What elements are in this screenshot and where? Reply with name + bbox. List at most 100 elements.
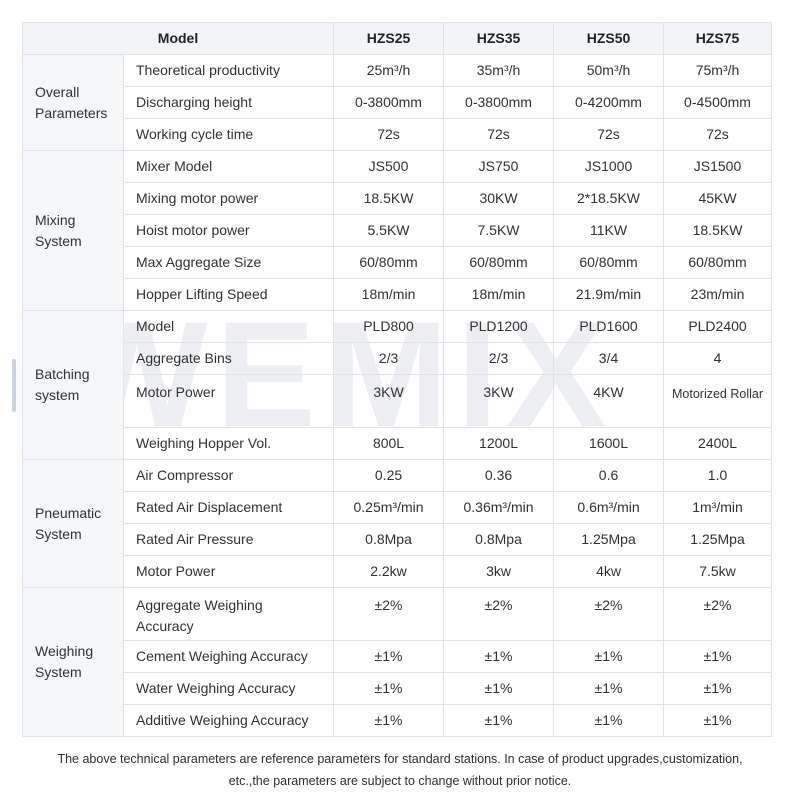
param-label: Theoretical productivity: [122, 54, 335, 87]
table-row: Discharging height 0-3800mm 0-3800mm 0-4…: [23, 86, 773, 119]
value-cell: PLD2400: [663, 310, 773, 343]
value-cell: ±1%: [553, 704, 665, 737]
table-row: Aggregate Bins 2/3 2/3 3/4 4: [23, 342, 773, 375]
value-cell: 2*18.5KW: [553, 182, 665, 215]
table-row: Rated Air Displacement 0.25m³/min 0.36m³…: [23, 491, 773, 524]
value-cell: 2/3: [443, 342, 555, 375]
value-cell: 5.5KW: [333, 214, 445, 247]
value-cell: JS1000: [553, 150, 665, 183]
value-cell: 60/80mm: [663, 246, 773, 279]
section-category-mixing-system: Mixing System: [22, 150, 124, 311]
table-row: Working cycle time 72s 72s 72s 72s: [23, 118, 773, 151]
table-row: Weighing System Aggregate Weighing Accur…: [22, 587, 773, 737]
section-category-overall-parameters: Overall Parameters: [22, 54, 124, 151]
table-row: Mixing System Mixer Model JS500 JS750 JS…: [22, 150, 773, 311]
value-cell: PLD1600: [553, 310, 665, 343]
table-row: Motor Power 2.2kw 3kw 4kw 7.5kw: [23, 555, 773, 588]
column-header-hzs75: HZS75: [663, 22, 773, 55]
value-cell: ±1%: [443, 704, 555, 737]
value-cell: 1.0: [663, 459, 773, 492]
value-cell: 72s: [333, 118, 445, 151]
table-row: Hopper Lifting Speed 18m/min 18m/min 21.…: [23, 278, 773, 311]
disclaimer-note: The above technical parameters are refer…: [0, 748, 800, 792]
table-row: Batching system Model PLD800 PLD1200 PLD…: [22, 310, 773, 460]
value-cell: 11KW: [553, 214, 665, 247]
param-label: Max Aggregate Size: [122, 246, 335, 279]
table-row: Overall Parameters Theoretical productiv…: [22, 54, 773, 151]
section-category-pneumatic-system: Pneumatic System: [22, 459, 124, 588]
table-row: Cement Weighing Accuracy ±1% ±1% ±1% ±1%: [23, 640, 773, 673]
table-header-row: Model HZS25 HZS35 HZS50 HZS75: [21, 22, 773, 55]
value-cell: 25m³/h: [333, 54, 445, 87]
param-label: Motor Power: [122, 555, 335, 588]
value-cell: 3/4: [553, 342, 665, 375]
table-row: Mixing motor power 18.5KW 30KW 2*18.5KW …: [23, 182, 773, 215]
value-cell: PLD800: [333, 310, 445, 343]
value-cell: 18m/min: [333, 278, 445, 311]
table-row: Max Aggregate Size 60/80mm 60/80mm 60/80…: [23, 246, 773, 279]
value-cell: 1200L: [443, 427, 555, 460]
value-cell: 60/80mm: [553, 246, 665, 279]
value-cell: 4: [663, 342, 773, 375]
column-header-hzs50: HZS50: [553, 22, 665, 55]
param-label: Additive Weighing Accuracy: [122, 704, 335, 737]
value-cell: 72s: [443, 118, 555, 151]
value-cell: 1.25Mpa: [663, 523, 773, 556]
value-cell: 800L: [333, 427, 445, 460]
value-cell: 23m/min: [663, 278, 773, 311]
value-cell: 21.9m/min: [553, 278, 665, 311]
value-cell: 35m³/h: [443, 54, 555, 87]
value-cell: ±1%: [663, 704, 773, 737]
table-row: Pneumatic System Air Compressor 0.25 0.3…: [22, 459, 773, 588]
value-cell: 60/80mm: [443, 246, 555, 279]
value-cell: 75m³/h: [663, 54, 773, 87]
value-cell: 0-4200mm: [553, 86, 665, 119]
value-cell: 3KW: [333, 374, 445, 428]
param-label: Weighing Hopper Vol.: [122, 427, 335, 460]
value-cell: ±1%: [333, 704, 445, 737]
value-cell: ±1%: [663, 672, 773, 705]
param-label: Rated Air Pressure: [122, 523, 335, 556]
value-cell: JS500: [333, 150, 445, 183]
value-cell: 1m³/min: [663, 491, 773, 524]
value-cell: ±2%: [553, 587, 665, 641]
table-row: Hoist motor power 5.5KW 7.5KW 11KW 18.5K…: [23, 214, 773, 247]
value-cell: 0-3800mm: [443, 86, 555, 119]
table-row: Water Weighing Accuracy ±1% ±1% ±1% ±1%: [23, 672, 773, 705]
value-cell: 72s: [553, 118, 665, 151]
value-cell: ±1%: [553, 640, 665, 673]
param-label: Hoist motor power: [122, 214, 335, 247]
table-row: Weighing Hopper Vol. 800L 1200L 1600L 24…: [23, 427, 773, 460]
value-cell: 0.6m³/min: [553, 491, 665, 524]
value-cell: ±2%: [443, 587, 555, 641]
param-label: Hopper Lifting Speed: [122, 278, 335, 311]
value-cell: ±2%: [663, 587, 773, 641]
value-cell: 0.36m³/min: [443, 491, 555, 524]
value-cell: 0.36: [443, 459, 555, 492]
value-cell: 0.8Mpa: [333, 523, 445, 556]
section-category-batching-system: Batching system: [22, 310, 124, 460]
value-cell: 0-4500mm: [663, 86, 773, 119]
scrollbar-thumb[interactable]: [12, 359, 16, 412]
value-cell: 1600L: [553, 427, 665, 460]
value-cell: 7.5KW: [443, 214, 555, 247]
param-label: Air Compressor: [122, 459, 335, 492]
param-label: Discharging height: [122, 86, 335, 119]
param-label: Cement Weighing Accuracy: [122, 640, 335, 673]
table-row: Additive Weighing Accuracy ±1% ±1% ±1% ±…: [23, 704, 773, 737]
value-cell: 45KW: [663, 182, 773, 215]
value-cell: 60/80mm: [333, 246, 445, 279]
value-cell: 18.5KW: [663, 214, 773, 247]
value-cell: 4KW: [553, 374, 665, 428]
table-row: Rated Air Pressure 0.8Mpa 0.8Mpa 1.25Mpa…: [23, 523, 773, 556]
value-cell: 0.6: [553, 459, 665, 492]
value-cell: 0.25m³/min: [333, 491, 445, 524]
value-cell: ±1%: [333, 640, 445, 673]
param-label: Mixer Model: [122, 150, 335, 183]
value-cell: 2400L: [663, 427, 773, 460]
value-cell: 1.25Mpa: [553, 523, 665, 556]
param-label: Motor Power: [122, 374, 335, 428]
param-label: Working cycle time: [122, 118, 335, 151]
param-label: Aggregate Bins: [122, 342, 335, 375]
param-label: Mixing motor power: [122, 182, 335, 215]
